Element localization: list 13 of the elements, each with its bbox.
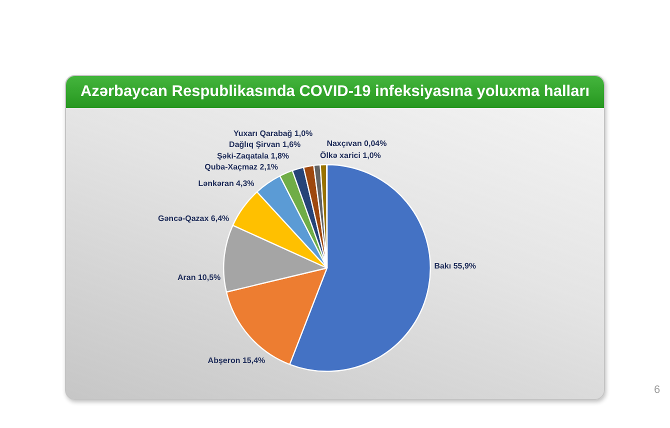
slice-label: Gəncə-Qazax 6,4% (158, 214, 230, 223)
slice-label: Abşeron 15,4% (208, 356, 266, 366)
slice-label: Ölkə xarici 1,0% (320, 151, 381, 160)
slice-label: Yuxarı Qarabağ 1,0% (234, 129, 313, 138)
slice-label: Aran 10,5% (177, 273, 221, 282)
slice-label: Bakı 55,9% (434, 262, 476, 271)
text: 6 (654, 384, 660, 396)
slice-label: Dağlıq Şirvan 1,6% (229, 140, 301, 150)
slice-label: Quba-Xaçmaz 2,1% (204, 162, 278, 172)
slice-label: Lənkəran 4,3% (198, 179, 254, 188)
slice-label: Naxçıvan 0,04% (326, 138, 387, 148)
chart-title: Azərbaycan Respublikasında COVID-19 infeksiyasına yoluxma halları (80, 83, 590, 101)
slice-label: Şəki-Zaqatala 1,8% (216, 151, 290, 160)
